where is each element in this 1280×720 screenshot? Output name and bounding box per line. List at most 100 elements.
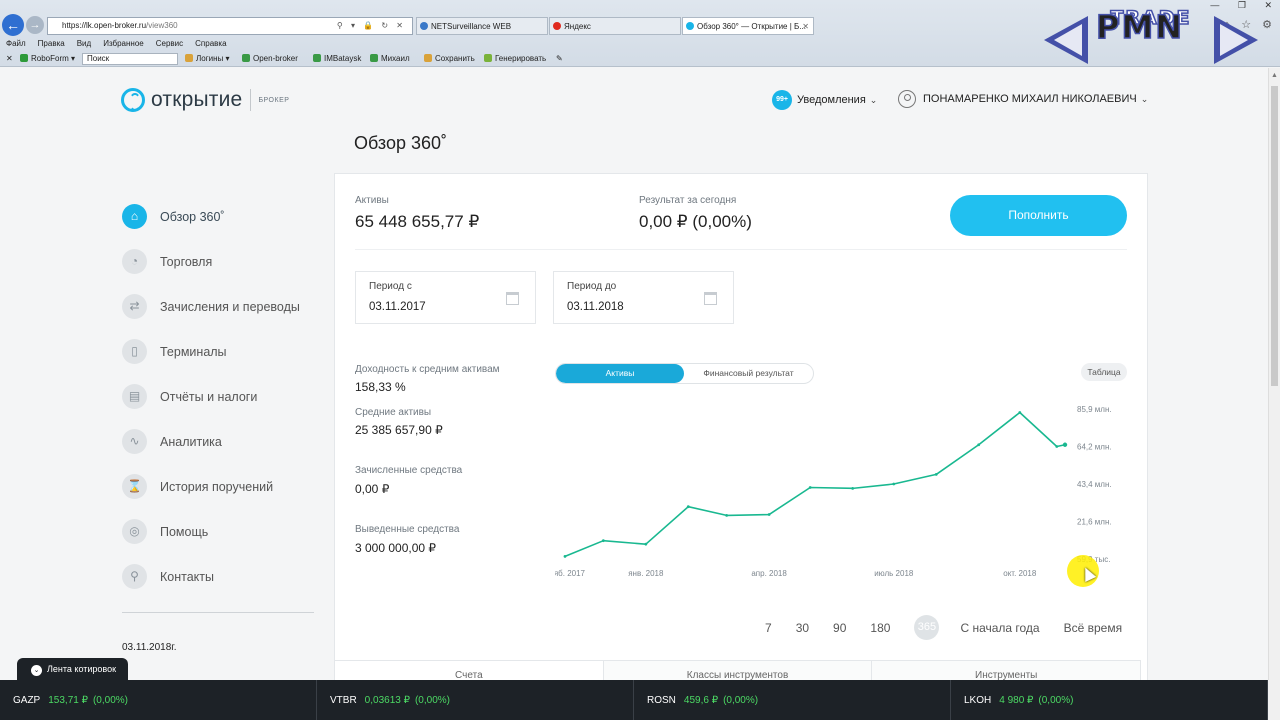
calendar-icon[interactable] [506,292,519,305]
notifications-menu[interactable]: 99+ Уведомления ⌄ [772,90,877,110]
favorite-item-open-broker[interactable]: Open-broker [242,52,298,66]
ticker-item[interactable]: LKOH 4 980 ₽ (0,00%) [951,680,1268,720]
sidebar-item-terminals[interactable]: ▯ Терминалы [122,329,314,374]
sidebar-item-label: Отчёты и налоги [160,389,258,404]
ticker-item[interactable]: GAZP 153,71 ₽ (0,00%) [0,680,317,720]
ticker-scrollbar[interactable] [1268,680,1280,720]
assets-data-point[interactable] [1018,411,1022,414]
favorite-item-mikhail[interactable]: Михаил [370,52,410,66]
assets-data-point[interactable] [977,443,981,447]
assets-data-point[interactable] [1062,442,1068,447]
assets-data-point[interactable] [725,513,729,517]
period-from-field[interactable]: Период с 03.11.2017 [355,271,536,324]
sidebar-item-trading[interactable]: ◔ Торговля [122,239,314,284]
close-toolbar-icon[interactable]: ✕ [6,54,13,63]
roboform-button[interactable]: RoboForm ▾ [20,52,75,66]
range-ytd[interactable]: С начала года [960,620,1040,635]
range-180[interactable]: 180 [870,620,891,635]
user-menu[interactable]: ПОНАМАРЕНКО МИХАИЛ НИКОЛАЕВИЧ ⌄ [898,90,1148,108]
tab-close-icon[interactable]: ✕ [802,22,809,31]
assets-data-point[interactable] [601,539,605,543]
calendar-icon[interactable] [704,292,717,305]
scrollbar-thumb[interactable] [1271,86,1278,386]
cursor-highlight [1067,555,1099,587]
ticker-toggle[interactable]: ⌄ Лента котировок [17,658,128,680]
brand-logo[interactable]: открытие БРОКЕР [121,87,289,113]
deposit-button[interactable]: Пополнить [950,195,1127,236]
roboform-search-input[interactable]: Поиск [82,53,178,65]
forward-icon[interactable]: → [26,16,44,34]
period-from-value: 03.11.2017 [369,301,426,313]
sidebar-item-contacts[interactable]: ⚲ Контакты [122,554,314,599]
sidebar-item-order-history[interactable]: ⌛ История поручений [122,464,314,509]
assets-data-point[interactable] [934,473,938,476]
assets-data-point[interactable] [686,505,690,509]
window-controls[interactable]: — ❐ ✕ [1210,0,1280,10]
ticker-item[interactable]: VTBR 0,03613 ₽ (0,00%) [317,680,634,720]
menu-item-view[interactable]: Вид [76,39,92,48]
sidebar-item-help[interactable]: ◎ Помощь [122,509,314,554]
page-scrollbar[interactable]: ▲ [1268,68,1280,680]
report-icon: ▤ [122,384,147,409]
y-tick-label: 43,4 млн. [1077,480,1112,489]
assets-data-point[interactable] [1055,445,1059,448]
table-view-button[interactable]: Таблица [1081,363,1127,381]
tab-label: Яндекс [564,22,591,31]
favorite-item-imbataysk[interactable]: IMBataysk [313,52,361,66]
save-icon [424,54,432,62]
period-from-label: Период с [369,281,412,292]
pmn-trade-logo: PMN TRADE [1040,7,1262,70]
address-bar-icons[interactable]: ⚲ ▾ 🔒 ↻ ✕ [336,21,406,30]
assets-data-point[interactable] [767,513,771,516]
address-bar[interactable]: https://lk.open-broker.ru/view360 ⚲ ▾ 🔒 ↻… [47,17,413,35]
menu-item-favorites[interactable]: Избранное [103,39,144,48]
tab-yandex[interactable]: Яндекс [549,17,681,35]
sidebar-item-reports[interactable]: ▤ Отчёты и налоги [122,374,314,419]
tab-netsurveillance[interactable]: NETSurveillance WEB [416,17,548,35]
brand-subtitle: БРОКЕР [258,96,290,104]
assets-data-point[interactable] [808,486,812,489]
sidebar-item-overview[interactable]: ⌂ Обзор 360˚ [122,194,314,239]
range-90[interactable]: 90 [833,620,847,635]
ticker-item[interactable]: ROSN 459,6 ₽ (0,00%) [634,680,951,720]
favorite-label: Генерировать [495,54,547,63]
back-icon[interactable]: ← [2,14,24,36]
range-7[interactable]: 7 [765,620,772,635]
pen-icon[interactable]: ✎ [556,54,563,63]
assets-data-point[interactable] [563,554,567,558]
menu-item-tools[interactable]: Сервис [155,39,184,48]
sidebar-item-analytics[interactable]: ∿ Аналитика [122,419,314,464]
tab-obzor-360[interactable]: Обзор 360° — Открытие | Б... ✕ [682,17,814,35]
toggle-assets[interactable]: Активы [556,364,684,383]
period-to-field[interactable]: Период до 03.11.2018 [553,271,734,324]
favorite-item-save[interactable]: Сохранить [424,52,475,66]
tab-instrument-classes[interactable]: Классы инструментов [603,661,873,684]
notifications-label: Уведомления [797,94,866,106]
x-tick-label: апр. 2018 [751,569,787,578]
location-icon: ⚲ [122,564,147,589]
range-365[interactable]: 365 [914,615,940,640]
toggle-financial-result[interactable]: Финансовый результат [703,368,794,378]
imbataysk-icon [313,54,321,62]
tab-accounts[interactable]: Счета [335,661,604,684]
generate-icon [484,54,492,62]
range-30[interactable]: 30 [795,620,810,635]
menu-bar: Файл Правка Вид Избранное Сервис Справка [0,37,233,51]
favorite-item-generate[interactable]: Генерировать [484,52,546,66]
favorite-label: Логины [196,54,224,63]
assets-data-point[interactable] [644,542,648,546]
scroll-up-icon[interactable]: ▲ [1271,72,1278,79]
sidebar-item-transfers[interactable]: ⇄ Зачисления и переводы [122,284,314,329]
page: открытие БРОКЕР 99+ Уведомления ⌄ ПОНАМА… [0,68,1268,684]
tab-instruments[interactable]: Инструменты [872,661,1142,684]
menu-item-edit[interactable]: Правка [37,39,65,48]
sidebar-item-label: Обзор 360˚ [160,209,225,224]
favorite-item-logins[interactable]: Логины ▾ [185,52,230,66]
menu-item-help[interactable]: Справка [195,39,227,48]
menu-item-file[interactable]: Файл [6,39,26,48]
logo-left-arrow-icon [1044,16,1088,64]
sidebar-date: 03.11.2018г. [122,642,177,653]
range-all-time[interactable]: Всё время [1063,620,1123,635]
assets-data-point[interactable] [851,486,855,490]
assets-data-point[interactable] [892,482,896,486]
